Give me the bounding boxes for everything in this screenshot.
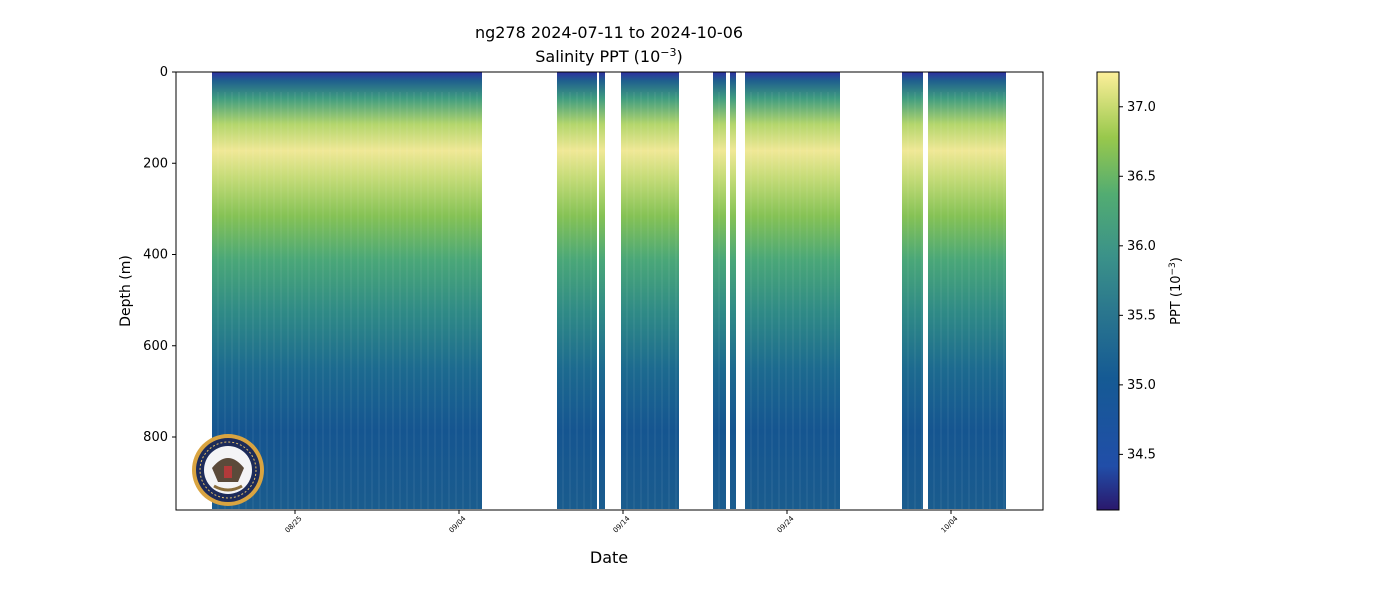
colorbar-label: PPT (10−3)	[1168, 257, 1184, 325]
navy-seal-layer	[192, 434, 264, 506]
colorbar-tick-label: 34.5	[1127, 447, 1156, 462]
salinity-section	[212, 72, 482, 509]
chart-subtitle: Salinity PPT (10−3)	[535, 46, 683, 66]
y-tick-label: 800	[143, 430, 168, 445]
colorbar-tick-label: 35.5	[1127, 308, 1156, 323]
chart-subtitle-suffix: )	[677, 47, 683, 66]
salinity-section	[902, 72, 923, 509]
x-axis: 08/25 09/04 09/14 09/24 10/04	[284, 510, 960, 535]
colorbar-tick-label: 36.5	[1127, 169, 1156, 184]
x-tick-label: 09/24	[776, 514, 796, 534]
salinity-section	[557, 72, 597, 509]
x-tick-label: 08/25	[284, 515, 304, 535]
salinity-section	[713, 72, 726, 509]
colorbar	[1096, 71, 1120, 511]
chart-title: ng278 2024-07-11 to 2024-10-06	[475, 23, 743, 42]
salinity-section	[928, 72, 1006, 509]
y-tick-label: 0	[160, 65, 168, 80]
y-tick-label: 400	[143, 248, 168, 263]
x-tick-label: 10/04	[940, 514, 960, 534]
x-axis-label: Date	[590, 548, 628, 567]
colorbar-label-suffix: )	[1169, 257, 1184, 262]
salinity-section	[745, 72, 840, 509]
colorbar-tick-label: 37.0	[1127, 100, 1156, 115]
y-tick-label: 200	[143, 156, 168, 171]
y-axis-label: Depth (m)	[118, 255, 134, 327]
x-tick-label: 09/04	[448, 514, 468, 534]
chart-subtitle-prefix: Salinity PPT (10	[535, 47, 660, 66]
colorbar-tick-label: 35.0	[1127, 378, 1156, 393]
navy-seal-icon	[192, 434, 264, 506]
colorbar-label-prefix: PPT (10	[1169, 275, 1184, 324]
y-tick-label: 600	[143, 339, 168, 354]
y-axis: 0 200 400 600 800	[143, 65, 176, 445]
salinity-section	[599, 72, 605, 509]
colorbar-label-exponent: −3	[1168, 262, 1178, 275]
salinity-section	[730, 72, 736, 509]
salinity-sections	[212, 72, 1006, 510]
plot-frame	[175, 71, 1044, 511]
colorbar-tick-label: 36.0	[1127, 239, 1156, 254]
salinity-section	[621, 72, 679, 509]
x-tick-label: 09/14	[612, 514, 632, 534]
colorbar-axis: 34.5 35.0 35.5 36.0 36.5 37.0	[1119, 100, 1156, 462]
chart-subtitle-exponent: −3	[660, 46, 676, 59]
